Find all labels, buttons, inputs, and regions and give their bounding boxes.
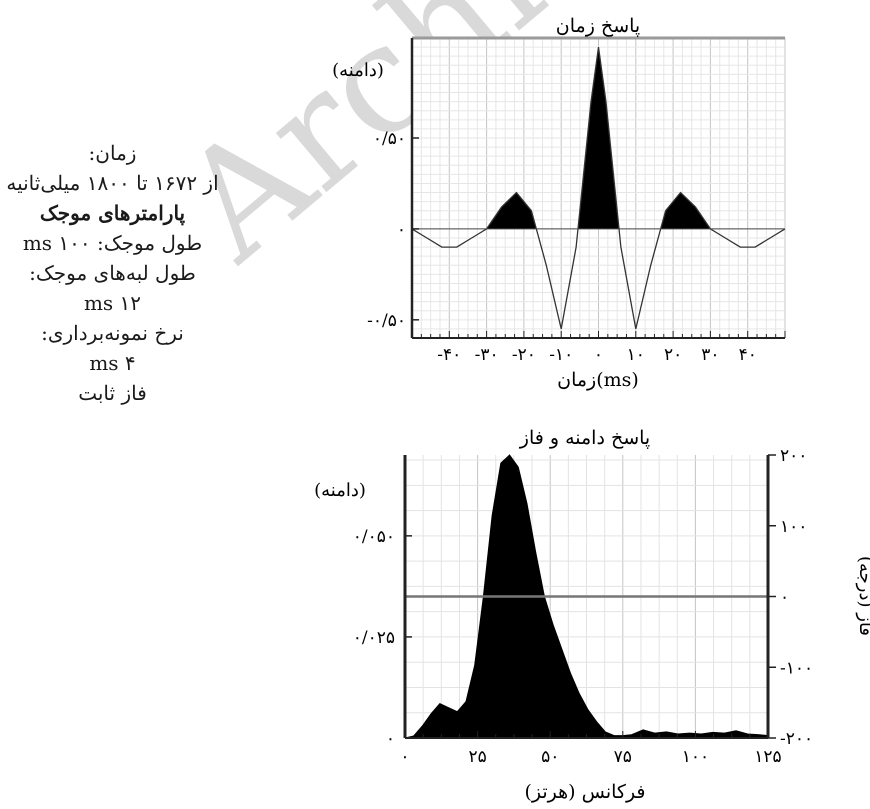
x-tick-label: ۷۵ xyxy=(614,747,632,767)
amplitude-area xyxy=(404,454,769,739)
y2-tick-label: ۰ xyxy=(780,588,789,608)
phase-label: فاز ثابت xyxy=(78,381,147,405)
positive-lobe-fill xyxy=(412,47,785,229)
x-axis-label: زمان(ms) xyxy=(557,369,639,391)
amplitude-phase-chart: ۰ ۲۵ ۵۰ ۷۵ ۱۰۰ ۱۲۵ ۰ ۰/۰۲۵ ۰/۰۵۰ ۲۰۰ ۱۰۰ ۰ -۱۰۰ -۲۰۰ پ… xyxy=(314,427,870,803)
time-response-chart: -۴۰ -۳۰ -۲۰ -۱۰ ۰ ۱۰ ۲۰ ۳۰ ۴۰ ۰/۵۰ ۰ -۰/۵۰ پاسخ زمان… xyxy=(332,15,786,391)
x-tick-label: -۲۰ xyxy=(512,345,536,365)
x-tick-label: ۰ xyxy=(594,345,603,365)
wavelet-info-panel: زمان: از ۱۶۷۲ تا ۱۸۰۰ میلی‌ثانیه پارامتر… xyxy=(0,138,225,408)
x-tick-label: ۱۰۰ xyxy=(682,747,709,767)
x-tick-label: ۴۰ xyxy=(739,345,757,365)
y2-tick-label: ۲۰۰ xyxy=(780,446,807,466)
y-tick-label: ۰ xyxy=(386,729,395,749)
taper-value: ۱۲ ms xyxy=(83,291,142,315)
y2-tick-label: -۱۰۰ xyxy=(780,658,813,678)
taper-label: طول لبه‌های موجک: xyxy=(29,261,196,285)
y-tick-label: ۰ xyxy=(397,220,406,240)
x-tick-label: ۳۰ xyxy=(701,345,719,365)
y-tick-label: -۰/۵۰ xyxy=(367,311,406,331)
y2-tick-label: -۲۰۰ xyxy=(780,729,813,749)
wavelet-length: طول موجک: ۱۰۰ ms xyxy=(22,231,203,255)
chart-title: پاسخ زمان xyxy=(556,15,640,37)
y-axis-label: (دامنه) xyxy=(332,60,384,81)
sample-value: ۴ ms xyxy=(89,351,136,375)
chart-title: پاسخ دامنه و فاز xyxy=(519,427,650,449)
y2-tick-label: ۱۰۰ xyxy=(780,517,807,537)
y-tick-label: ۰/۰۵۰ xyxy=(353,527,395,547)
time-range: از ۱۶۷۲ تا ۱۸۰۰ میلی‌ثانیه xyxy=(6,171,219,195)
y-axis-label: (دامنه) xyxy=(314,480,366,501)
y-tick-label: ۰/۵۰ xyxy=(373,129,406,149)
x-axis-label: فرکانس (هرتز) xyxy=(524,781,645,803)
params-heading: پارامترهای موجک xyxy=(39,201,186,225)
x-tick-label: -۴۰ xyxy=(437,345,461,365)
y2-axis-label: فاز (درجه) xyxy=(855,556,870,636)
x-tick-label: ۵۰ xyxy=(541,747,559,767)
x-tick-label: ۰ xyxy=(400,747,409,767)
wavelet-series-line xyxy=(411,47,786,330)
x-tick-label: ۱۰ xyxy=(627,345,645,365)
x-tick-label: ۲۰ xyxy=(664,345,682,365)
x-tick-label: -۱۰ xyxy=(549,345,573,365)
x-tick-label: -۳۰ xyxy=(475,345,499,365)
sample-label: نرخ نمونه‌برداری: xyxy=(41,321,184,345)
time-label: زمان: xyxy=(88,141,137,165)
x-tick-label: ۲۵ xyxy=(468,747,486,767)
x-tick-label: ۱۲۵ xyxy=(754,747,781,767)
y-tick-label: ۰/۰۲۵ xyxy=(353,628,395,648)
